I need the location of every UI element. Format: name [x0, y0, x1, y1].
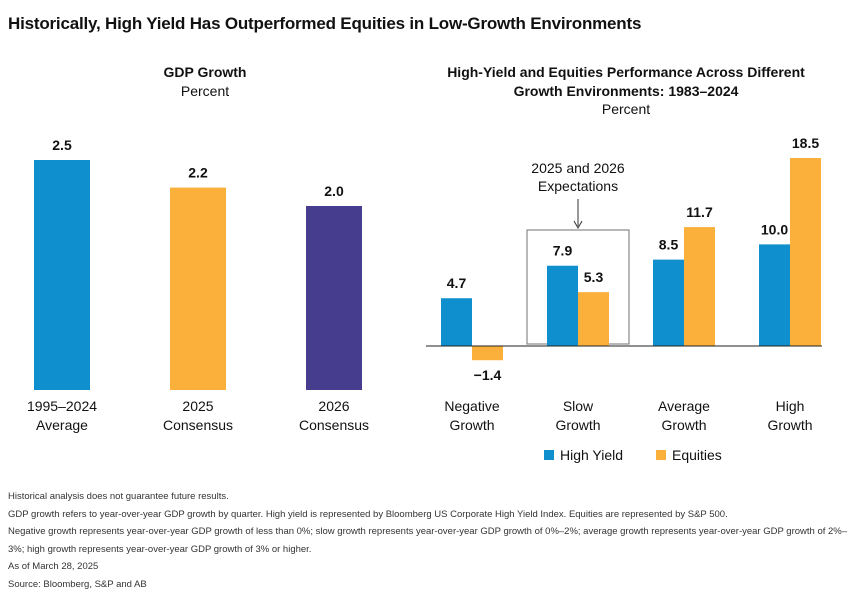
equities-value-label: −1.4	[474, 367, 502, 383]
growth-category-label: Growth	[767, 417, 812, 433]
expectations-annotation: 2025 and 2026	[531, 160, 625, 176]
growth-category-label: Growth	[449, 417, 494, 433]
equities-value-label: 18.5	[792, 135, 819, 151]
right-chart-title: High-Yield and Equities Performance Acro…	[447, 64, 805, 80]
gdp-category-label: Average	[36, 417, 88, 433]
gdp-category-label: Consensus	[299, 417, 369, 433]
footnotes: Historical analysis does not guarantee f…	[8, 488, 848, 594]
equities-bar	[578, 292, 609, 346]
footnote-date: As of March 28, 2025	[8, 561, 99, 573]
high-yield-bar	[441, 298, 472, 346]
footnote-source: Source: Bloomberg, S&P and AB	[8, 578, 147, 590]
gdp-value-label: 2.0	[324, 183, 344, 199]
growth-category-label: Negative	[444, 398, 499, 414]
high-yield-value-label: 4.7	[447, 275, 467, 291]
footnote-definitions: GDP growth refers to year-over-year GDP …	[8, 508, 728, 520]
legend-label-high-yield: High Yield	[560, 447, 623, 463]
high-yield-value-label: 10.0	[761, 221, 788, 237]
footnote-disclaimer: Historical analysis does not guarantee f…	[8, 491, 229, 502]
left-chart-title: GDP Growth	[164, 64, 247, 80]
left-chart-subtitle: Percent	[181, 83, 229, 99]
growth-category-label: Growth	[555, 417, 600, 433]
high-yield-value-label: 8.5	[659, 237, 679, 253]
equities-bar	[684, 227, 715, 346]
equities-value-label: 5.3	[584, 269, 604, 285]
gdp-category-label: 2025	[182, 398, 213, 414]
expectations-arrow-head	[573, 220, 583, 230]
high-yield-bar	[653, 259, 684, 346]
gdp-value-label: 2.5	[52, 137, 72, 153]
gdp-bar	[306, 206, 362, 390]
growth-category-label: Average	[658, 398, 710, 414]
high-yield-bar	[547, 265, 578, 346]
growth-category-label: Slow	[563, 398, 594, 414]
equities-bar	[472, 346, 503, 361]
equities-bar	[790, 158, 821, 346]
expectations-annotation: Expectations	[538, 178, 618, 194]
gdp-value-label: 2.2	[188, 165, 208, 181]
gdp-category-label: 1995–2024	[27, 398, 97, 414]
gdp-category-label: Consensus	[163, 417, 233, 433]
gdp-bar	[34, 160, 90, 390]
high-yield-bar	[759, 244, 790, 346]
footnote-growth-ranges: Negative growth represents year-over-yea…	[8, 526, 848, 555]
equities-value-label: 11.7	[686, 204, 713, 220]
right-chart-title: Growth Environments: 1983–2024	[514, 83, 739, 99]
right-chart-subtitle: Percent	[602, 101, 650, 117]
growth-category-label: Growth	[661, 417, 706, 433]
chart-area: GDP Growth Percent 2.5 1995–2024 Average 2.2 2…	[27, 64, 822, 463]
legend-swatch-high-yield	[544, 450, 554, 460]
gdp-bar	[170, 187, 226, 390]
gdp-category-label: 2026	[318, 398, 349, 414]
legend-label-equities: Equities	[672, 447, 722, 463]
main-title: Historically, High Yield Has Outperforme…	[8, 14, 642, 33]
high-yield-value-label: 7.9	[553, 243, 573, 259]
growth-category-label: High	[776, 398, 805, 414]
legend-swatch-equities	[656, 450, 666, 460]
